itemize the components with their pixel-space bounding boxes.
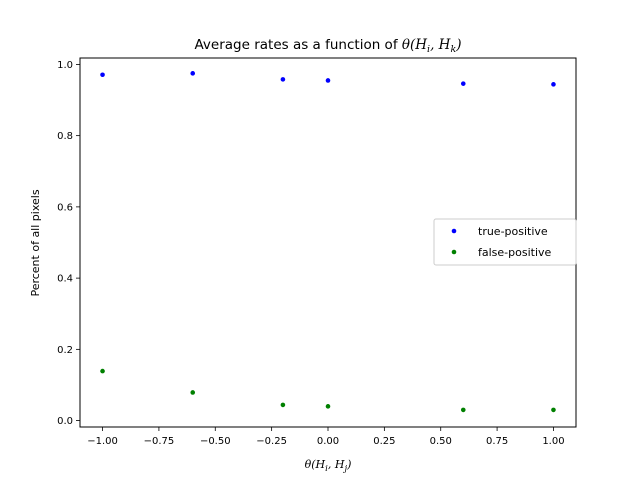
y-tick-label: 0.0 (57, 416, 73, 427)
legend: true-positive false-positive (433, 218, 577, 266)
x-tick-label: 0.75 (486, 436, 508, 447)
x-tick-label: −0.25 (256, 436, 287, 447)
true-positive-point (190, 71, 196, 76)
x-tick-label: 1.00 (542, 436, 564, 447)
x-tick-label: 0.25 (373, 436, 395, 447)
y-tick-label: 0.6 (57, 202, 73, 213)
x-tick-label: 0.50 (430, 436, 452, 447)
x-tick-label: 0.00 (317, 436, 339, 447)
legend-marker-true-positive (451, 228, 457, 234)
chart-title: Average rates as a function of θ(Hi, Hk) (194, 37, 461, 55)
true-positive-point (460, 81, 466, 86)
x-axis: −1.00 −0.75 −0.50 −0.25 0.00 0.25 0.50 0.75 1.00 (87, 427, 565, 447)
true-positive-point (325, 78, 331, 83)
false-positive-point (551, 407, 556, 413)
false-positive-point (100, 368, 105, 374)
false-positive-point (460, 407, 466, 413)
x-axis-label: θ(Hi, Hj) (305, 458, 352, 474)
legend-label-false-positive: false-positive (478, 246, 552, 259)
y-tick-label: 0.4 (57, 274, 73, 285)
y-tick-label: 1.0 (57, 60, 73, 71)
false-positive-point (190, 390, 196, 395)
y-tick-label: 0.2 (57, 345, 73, 356)
false-positive-point (325, 404, 331, 409)
data-points (100, 71, 556, 413)
legend-label-true-positive: true-positive (478, 225, 548, 238)
true-positive-point (280, 77, 286, 82)
x-tick-label: −0.75 (144, 436, 175, 447)
y-tick-label: 0.8 (57, 131, 73, 142)
x-tick-label: −0.50 (200, 436, 231, 447)
legend-box (433, 218, 577, 266)
true-positive-point (100, 72, 105, 78)
legend-marker-false-positive (451, 249, 457, 255)
x-tick-label: −1.00 (87, 436, 118, 447)
y-axis: 0.0 0.2 0.4 0.6 0.8 1.0 (57, 60, 80, 427)
y-axis-label: Percent of all pixels (29, 189, 42, 296)
true-positive-point (551, 82, 556, 87)
false-positive-point (280, 402, 286, 408)
